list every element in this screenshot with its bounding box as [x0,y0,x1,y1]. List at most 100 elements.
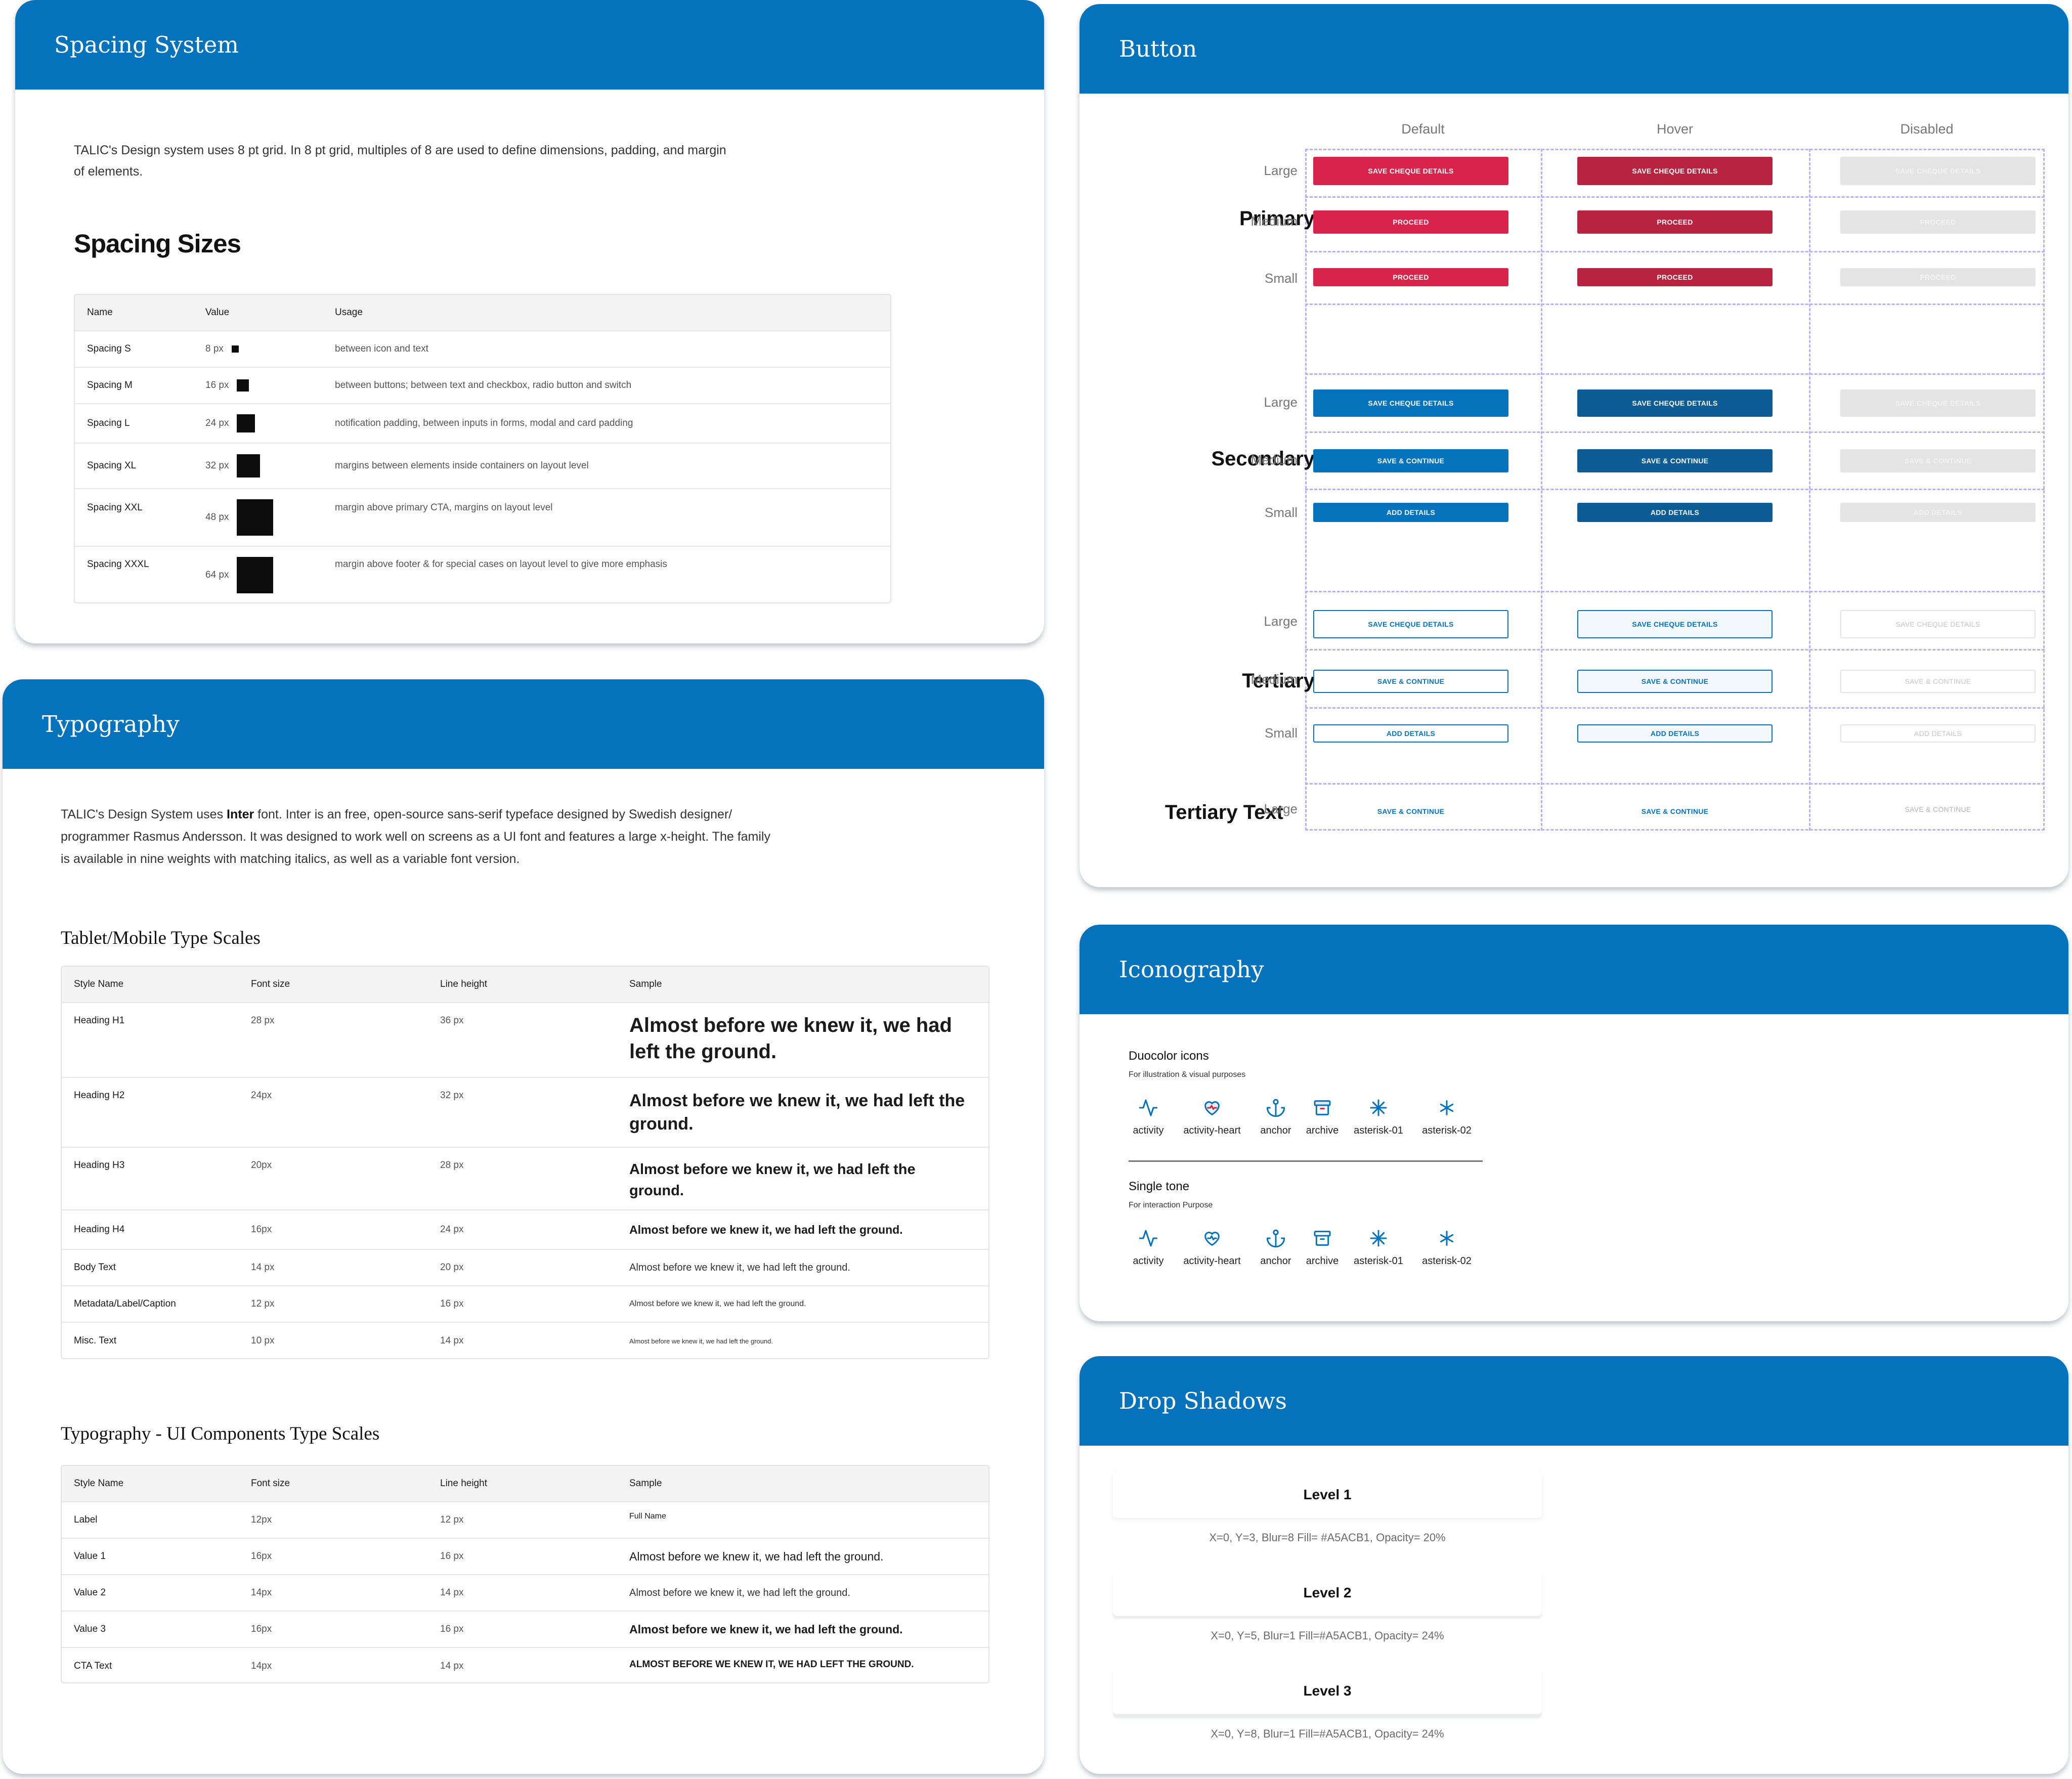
shadow-level-3-box: Level 3 [1113,1668,1542,1714]
line-height: 16 px [440,1298,464,1309]
icon-label: asterisk-02 [1422,1255,1472,1267]
font-size: 16px [251,1551,272,1561]
iconography-header: Iconography [1080,925,2068,1014]
tertiary-large-default-button[interactable]: SAVE CHEQUE DETAILS [1313,610,1508,638]
single-icon-asterisk-01[interactable]: asterisk-01 [1346,1228,1411,1267]
tertiary-text-default-cell: SAVE & CONTINUE [1313,802,1508,820]
size-label-small: Small [1264,725,1298,741]
grid-divider [1305,649,2045,650]
line-height: 28 px [440,1160,464,1170]
primary-medium-hover-button[interactable]: PROCEED [1577,210,1773,234]
type-sample: Almost before we knew it, we had left th… [629,1014,952,1063]
tertiary-medium-disabled-button[interactable]: SAVE & CONTINUE [1840,670,2036,693]
asterisk-01-icon [1370,1099,1387,1116]
spacing-table-header: Name Value Usage [75,295,890,331]
font-size: 10 px [251,1335,275,1346]
secondary-small-hover-button[interactable]: ADD DETAILS [1577,503,1773,522]
primary-large-disabled-button[interactable]: SAVE CHEQUE DETAILS [1840,157,2036,185]
grid-divider [1305,591,2045,592]
tertiary-large-disabled-cell: SAVE CHEQUE DETAILS [1840,610,2036,638]
button-card: Button Default Hover Disabled Primary Se… [1080,4,2068,887]
primary-large-hover-button[interactable]: SAVE CHEQUE DETAILS [1577,157,1773,185]
primary-small-hover-button[interactable]: PROCEED [1577,268,1773,286]
table-row: Metadata/Label/Caption 12 px 16 px Almos… [62,1286,988,1323]
secondary-large-hover-button[interactable]: SAVE CHEQUE DETAILS [1577,389,1773,417]
secondary-medium-default-button[interactable]: SAVE & CONTINUE [1313,449,1508,472]
secondary-large-default-cell: SAVE CHEQUE DETAILS [1313,389,1508,417]
primary-small-disabled-cell: PROCEED [1840,268,2036,286]
secondary-large-hover-cell: SAVE CHEQUE DETAILS [1577,389,1773,417]
primary-medium-disabled-button[interactable]: PROCEED [1840,210,2036,234]
single-icon-activity-heart[interactable]: activity-heart [1172,1228,1253,1267]
asterisk-02-icon [1440,1231,1454,1246]
font-size: 28 px [251,1015,275,1026]
grid-divider [1305,431,2045,433]
table-row: Spacing L 24 px notification padding, be… [75,404,890,444]
spacing-value-text: 24 px [205,418,229,428]
line-height: 12 px [440,1514,464,1525]
font-size: 20px [251,1160,272,1170]
line-height: 16 px [440,1624,464,1634]
single-icon-asterisk-02[interactable]: asterisk-02 [1411,1228,1482,1267]
single-icon-activity[interactable]: activity [1125,1228,1172,1267]
secondary-large-disabled-button[interactable]: SAVE CHEQUE DETAILS [1840,389,2036,417]
secondary-medium-disabled-button[interactable]: SAVE & CONTINUE [1840,449,2036,472]
primary-small-default-cell: PROCEED [1313,268,1508,286]
duocolor-subtitle: For illustration & visual purposes [1129,1070,1246,1079]
ui-type-scales-title: Typography - UI Components Type Scales [61,1423,380,1444]
tertiary-medium-default-button[interactable]: SAVE & CONTINUE [1313,670,1508,693]
shadow-level-1-box: Level 1 [1113,1471,1542,1518]
tertiary-text-group-label: Tertiary Text [1164,801,1283,823]
tertiary-large-hover-button[interactable]: SAVE CHEQUE DETAILS [1577,610,1773,638]
primary-small-default-button[interactable]: PROCEED [1313,268,1508,286]
spacing-value: 8 px [205,343,335,355]
secondary-small-default-button[interactable]: ADD DETAILS [1313,503,1508,522]
single-icon-anchor[interactable]: anchor [1253,1228,1299,1267]
shadow-level-1-label: Level 1 [1303,1487,1352,1502]
typography-card: Typography TALIC's Design System uses In… [3,679,1044,1774]
grid-divider [1305,489,2045,490]
type-sample: Almost before we knew it, we had left th… [629,1299,806,1308]
spacing-name: Spacing S [87,343,131,354]
icon-label: asterisk-02 [1422,1125,1472,1136]
secondary-large-default-button[interactable]: SAVE CHEQUE DETAILS [1313,389,1508,417]
duo-icon-activity-heart: activity-heart [1172,1098,1253,1137]
primary-large-disabled-cell: SAVE CHEQUE DETAILS [1840,157,2036,185]
table-row: Heading H2 24px 32 px Almost before we k… [62,1078,988,1148]
tertiary-large-disabled-button[interactable]: SAVE CHEQUE DETAILS [1840,610,2036,638]
secondary-medium-hover-cell: SAVE & CONTINUE [1577,449,1773,472]
single-tone-title: Single tone [1129,1180,1190,1193]
tertiary-text-default-button[interactable]: SAVE & CONTINUE [1377,807,1445,815]
col-font-size: Font size [251,979,290,989]
type-sample: Almost before we knew it, we had left th… [629,1161,916,1199]
table-row: Body Text 14 px 20 px Almost before we k… [62,1250,988,1286]
primary-large-default-button[interactable]: SAVE CHEQUE DETAILS [1313,157,1508,185]
spacing-name: Spacing XXXL [87,559,149,570]
tertiary-small-default-button[interactable]: ADD DETAILS [1313,724,1508,743]
line-height: 36 px [440,1015,464,1026]
activity-icon [1139,1099,1158,1116]
secondary-small-disabled-button[interactable]: ADD DETAILS [1840,503,2036,522]
button-title: Button [1119,35,1197,62]
spacing-name: Spacing L [87,418,130,428]
single-icon-archive[interactable]: archive [1299,1228,1346,1267]
tertiary-small-disabled-button[interactable]: ADD DETAILS [1840,724,2036,743]
tertiary-text-disabled-button[interactable]: SAVE & CONTINUE [1905,805,1971,813]
table-row: Value 3 16px 16 px Almost before we knew… [62,1612,988,1648]
grid-divider [1305,707,2045,709]
primary-small-disabled-button[interactable]: PROCEED [1840,268,2036,286]
spacing-intro: TALIC's Design system uses 8 pt grid. In… [74,143,726,179]
shadow-level-2-caption: X=0, Y=5, Blur=1 Fill=#A5ACB1, Opacity= … [1211,1629,1444,1642]
secondary-medium-hover-button[interactable]: SAVE & CONTINUE [1577,449,1773,472]
tertiary-small-hover-button[interactable]: ADD DETAILS [1577,724,1773,743]
col-default-label: Default [1401,121,1445,137]
primary-medium-default-button[interactable]: PROCEED [1313,210,1508,234]
table-row: Value 1 16px 16 px Almost before we knew… [62,1539,988,1575]
tertiary-medium-hover-button[interactable]: SAVE & CONTINUE [1577,670,1773,693]
drop-shadows-title: Drop Shadows [1119,1387,1287,1414]
tertiary-text-hover-button[interactable]: SAVE & CONTINUE [1641,807,1709,815]
font-size: 16px [251,1624,272,1634]
table-row: Label 12px 12 px Full Name [62,1502,988,1539]
size-label-large: Large [1264,395,1298,410]
style-name: Heading H1 [74,1015,125,1026]
